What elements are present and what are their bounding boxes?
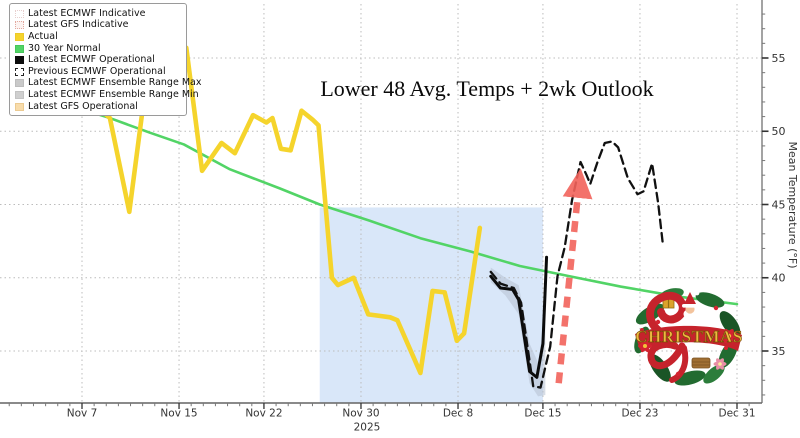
x-tick-label: Nov 30 [342,408,379,420]
legend-label: Actual [28,30,58,42]
legend-label: Latest GFS Indicative [28,19,129,31]
legend-label: Latest GFS Operational [28,100,138,112]
up-trend-arrow [555,168,593,384]
christmas-graphic: CHRISTMAS [634,288,743,386]
berries-icon [640,305,728,377]
x-tick-label: Nov 15 [160,408,197,420]
legend-swatch [15,79,24,88]
y-tick-label: 45 [772,198,786,211]
legend-item: Latest GFS Indicative [15,20,181,32]
legend-item: Latest ECMWF Operational [15,54,181,66]
legend-swatch [15,56,24,65]
legend-swatch [15,102,24,111]
y-tick-label: 55 [772,52,786,65]
chart-title: Lower 48 Avg. Temps + 2wk Outlook [320,76,654,101]
legend-item: Latest ECMWF Ensemble Range Max [15,78,201,90]
x-axis-year-label: 2025 [354,422,381,434]
legend-item: Latest GFS Operational [15,101,181,113]
ensemble-band [490,267,546,397]
legend-item: Latest ECMWF Ensemble Range Min [15,89,199,101]
ribbon-icon [646,291,689,383]
legend-label: Latest ECMWF Ensemble Range Max [28,77,202,89]
santa-icon [682,290,700,319]
series-latest-ecmwf-operational [489,255,549,379]
legend-item: Previous ECMWF Operational [15,66,181,78]
x-tick-label: Dec 31 [718,408,755,420]
legend-label: Latest ECMWF Indicative [28,7,146,19]
christmas-text: CHRISTMAS [635,327,742,346]
legend-label: Latest ECMWF Ensemble Range Min [28,88,199,100]
x-tick-label: Dec 15 [524,408,561,420]
legend-item: 30 Year Normal [15,43,181,55]
x-tick-label: Nov 22 [245,408,282,420]
legend-swatch [15,90,24,99]
x-tick-label: Dec 23 [621,408,658,420]
legend-swatch [15,9,24,18]
legend-swatch [15,21,24,30]
poinsettia-icon [638,328,737,370]
legend-item: Actual [15,31,181,43]
legend-label: Latest ECMWF Operational [28,54,155,66]
ensemble-range-band [490,267,546,397]
x-tick-label: Dec 8 [443,408,473,420]
legend-item: Latest ECMWF Indicative [15,8,181,20]
legend-label: Previous ECMWF Operational [28,65,166,77]
legend-swatch [15,44,24,53]
y-tick-label: 50 [772,125,786,138]
basket-icon [691,357,711,369]
x-tick-label: Nov 7 [67,408,98,420]
legend-swatch [15,67,24,76]
trend-arrow [555,168,593,384]
y-tick-label: 40 [772,272,786,285]
y-tick-label: 35 [772,345,786,358]
ribbon-banner-icon [635,325,742,351]
series-30-year-normal [26,94,739,306]
legend-label: 30 Year Normal [28,42,101,54]
legend-swatch [15,32,24,41]
legend-box: Latest ECMWF Indicative Latest GFS Indica… [9,3,201,117]
y-axis-title: Mean Temperature (°F) [786,141,799,268]
